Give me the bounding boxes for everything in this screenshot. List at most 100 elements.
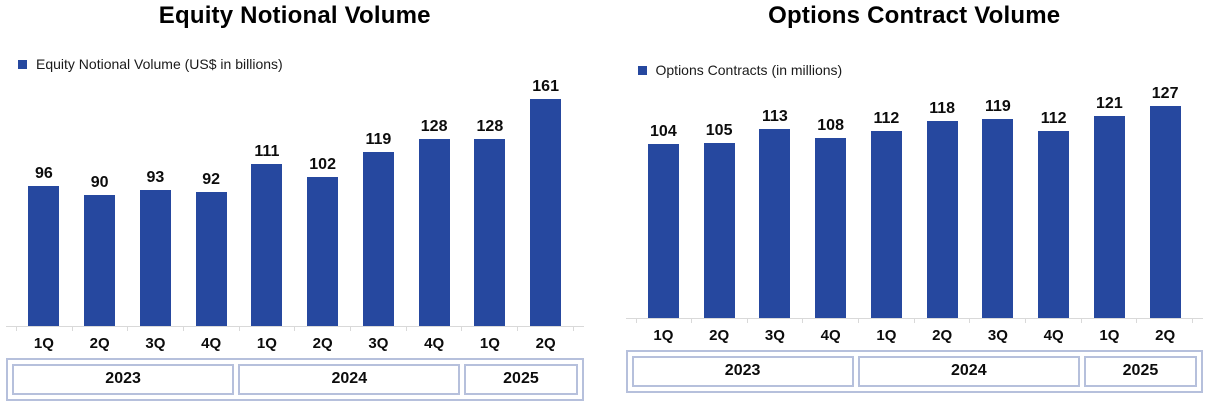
bar-value-label: 92: [202, 170, 221, 188]
quarter-label: 1Q: [33, 335, 54, 352]
bar-value-label: 93: [146, 169, 165, 187]
bar-value-label: 121: [1096, 94, 1123, 112]
quarter-label: 1Q: [256, 335, 277, 352]
axis-tick: [238, 327, 295, 331]
quarter-label: 2Q: [89, 335, 110, 352]
axis-tick: [461, 327, 517, 331]
axis-tick: [1025, 319, 1081, 323]
quarter-label: 1Q: [1099, 327, 1120, 344]
bar-column: 96: [16, 78, 72, 327]
bar-value-label: 113: [761, 108, 788, 126]
year-label: 2025: [464, 364, 578, 395]
bar-column: 92: [183, 78, 239, 327]
quarter-labels: 1Q 2Q 3Q 4Q 1Q 2Q 3Q 4Q 1Q 2Q: [6, 331, 584, 352]
equity-notional-volume-chart: Equity Notional Volume Equity Notional V…: [6, 0, 584, 401]
bar: [418, 139, 450, 327]
year-label: 2025: [1083, 356, 1197, 387]
year-label: 2024: [857, 356, 1080, 387]
bar-column: 108: [803, 84, 859, 318]
bar: [926, 120, 958, 318]
quarter-label: 1Q: [653, 327, 674, 344]
plot-area: 104 105 113 108 112 118 119 112 121 127: [626, 84, 1204, 318]
axis-tick: [349, 327, 406, 331]
bar-column: 111: [239, 78, 295, 327]
axis-tick: [802, 319, 858, 323]
axis-tick: [405, 327, 462, 331]
bar-column: 112: [1026, 84, 1082, 318]
year-band: 2023 2024 2025: [6, 358, 584, 401]
bar-value-label: 112: [1040, 109, 1067, 127]
axis-tick: [71, 327, 128, 331]
bar: [362, 152, 394, 327]
axis-tick: [858, 319, 914, 323]
bar-value-label: 119: [984, 98, 1011, 116]
quarter-label: 3Q: [145, 335, 166, 352]
bar-column: 119: [351, 78, 407, 327]
quarter-label: 1Q: [876, 327, 897, 344]
bar: [307, 177, 339, 327]
quarter-label: 1Q: [479, 335, 500, 352]
bar: [474, 139, 506, 327]
bar: [759, 129, 791, 318]
bar: [28, 185, 60, 327]
quarter-label: 2Q: [535, 335, 556, 352]
bar: [982, 119, 1014, 318]
quarter-label: 4Q: [1043, 327, 1064, 344]
axis-tick: [1136, 319, 1194, 323]
axis-tick: [746, 319, 803, 323]
bar-value-label: 161: [532, 78, 559, 95]
quarter-labels: 1Q 2Q 3Q 4Q 1Q 2Q 3Q 4Q 1Q 2Q: [626, 323, 1204, 344]
quarter-label: 3Q: [987, 327, 1008, 344]
bar-value-label: 128: [476, 118, 504, 136]
bar-value-label: 102: [309, 156, 336, 174]
bar-column: 105: [691, 84, 747, 318]
bar-value-label: 96: [34, 164, 53, 182]
bar-value-label: 118: [929, 99, 956, 117]
bar: [84, 194, 116, 327]
bar-column: 119: [970, 84, 1026, 318]
chart-title: Options Contract Volume: [768, 2, 1061, 29]
bar-column: 93: [128, 78, 184, 327]
bar-column: 112: [859, 84, 915, 318]
bar-column: 161: [518, 78, 574, 327]
axis-tick: [1080, 319, 1137, 323]
legend: Equity Notional Volume (US$ in billions): [18, 56, 584, 72]
axis-tick: [635, 319, 692, 323]
bar-column: 102: [295, 78, 351, 327]
bar-column: 104: [636, 84, 692, 318]
bar: [870, 130, 902, 318]
quarter-label: 3Q: [764, 327, 785, 344]
legend: Options Contracts (in millions): [637, 62, 1204, 78]
bar: [251, 164, 283, 327]
axis-tick: [913, 319, 970, 323]
legend-swatch-icon: [18, 60, 27, 69]
chart-title: Equity Notional Volume: [158, 2, 431, 29]
bar-value-label: 105: [705, 121, 733, 139]
legend-swatch-icon: [637, 66, 647, 75]
quarter-label: 2Q: [312, 335, 333, 352]
bar-value-label: 127: [1151, 84, 1179, 102]
bar-value-label: 90: [90, 173, 109, 191]
year-label: 2023: [12, 364, 235, 395]
axis-tick: [691, 319, 747, 323]
quarter-label: 2Q: [932, 327, 953, 344]
quarter-label: 4Q: [201, 335, 222, 352]
axis-tick: [294, 327, 350, 331]
quarter-label: 2Q: [1155, 327, 1176, 344]
axis-tick: [127, 327, 183, 331]
bar: [1038, 130, 1070, 318]
bar-value-label: 104: [650, 123, 677, 141]
bar: [1093, 115, 1125, 318]
bar-value-label: 108: [817, 116, 844, 134]
axis-tick: [16, 327, 72, 331]
bar-column: 121: [1082, 84, 1138, 318]
plot-area: 96 90 93 92 111 102 119 128 128 161: [6, 78, 584, 327]
quarter-label: 4Q: [424, 335, 445, 352]
bar: [647, 144, 679, 318]
options-contract-volume-chart: Options Contract Volume Options Contract…: [625, 0, 1204, 401]
axis-ticks: [6, 326, 584, 331]
bar-column: 90: [72, 78, 128, 327]
bar: [530, 99, 562, 327]
axis-tick: [182, 327, 239, 331]
